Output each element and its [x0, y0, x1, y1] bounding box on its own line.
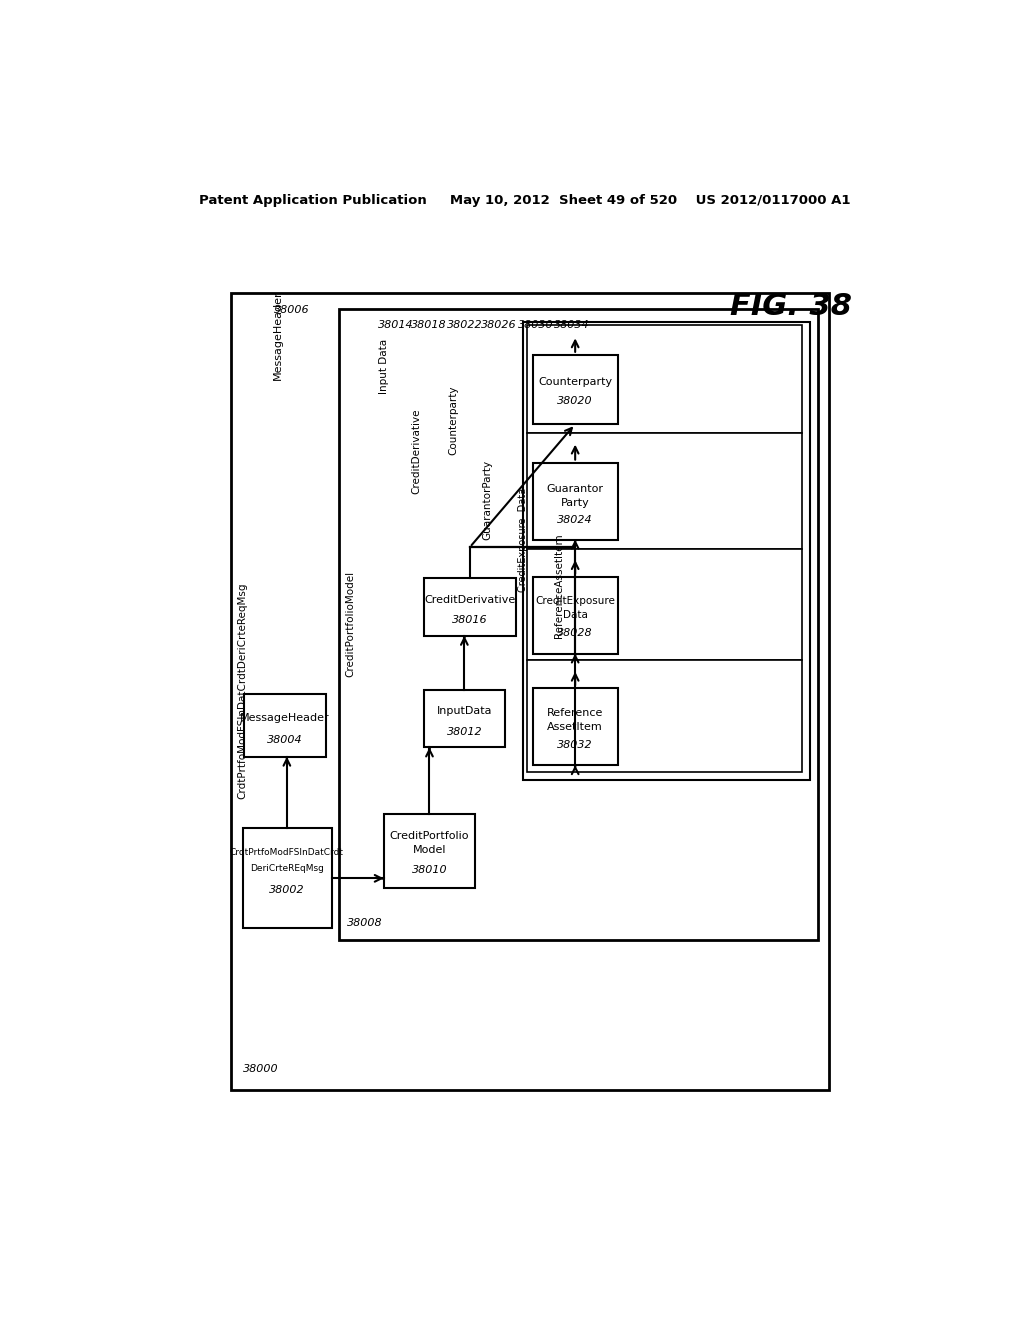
Text: Data: Data — [563, 610, 588, 620]
Text: CreditDerivative: CreditDerivative — [412, 408, 421, 494]
Bar — [523, 322, 810, 780]
Text: FIG. 38: FIG. 38 — [730, 292, 852, 321]
Text: Counterparty: Counterparty — [449, 385, 459, 455]
Text: InputData: InputData — [436, 706, 493, 717]
Text: MessageHeader: MessageHeader — [240, 713, 330, 723]
Text: 38002: 38002 — [269, 884, 305, 895]
Bar — [527, 660, 802, 772]
Text: 38000: 38000 — [243, 1064, 279, 1073]
Text: CreditPortfolioModel: CreditPortfolioModel — [345, 572, 355, 677]
Text: Guarantor: Guarantor — [547, 484, 604, 495]
Text: ReferenceAssetItem: ReferenceAssetItem — [554, 533, 564, 638]
Text: AssetItem: AssetItem — [547, 722, 603, 731]
Text: CreditDerivative: CreditDerivative — [424, 594, 515, 605]
Text: CreditExposure  Data: CreditExposure Data — [518, 487, 528, 591]
Bar — [532, 577, 617, 653]
Text: Input Data: Input Data — [379, 339, 389, 393]
Text: 38016: 38016 — [452, 615, 487, 626]
Text: 38032: 38032 — [557, 741, 593, 750]
Bar — [527, 433, 802, 549]
Text: 38014: 38014 — [378, 321, 414, 330]
Text: CreditExposure: CreditExposure — [536, 597, 615, 606]
Text: GuarantorParty: GuarantorParty — [482, 459, 493, 540]
Bar — [532, 462, 617, 540]
Text: 38022: 38022 — [447, 321, 483, 330]
Bar — [527, 326, 802, 433]
Text: 38024: 38024 — [557, 515, 593, 525]
Text: CrdtPrtfoModFSInDatCrdt: CrdtPrtfoModFSInDatCrdt — [229, 849, 344, 858]
Bar — [384, 814, 475, 887]
Text: 38006: 38006 — [273, 305, 309, 315]
Text: 38012: 38012 — [446, 727, 482, 737]
Bar — [231, 293, 829, 1090]
Bar — [532, 688, 617, 766]
Text: CrdtPrtfoModFSInDatCrdtDeriCrteReqMsg: CrdtPrtfoModFSInDatCrdtDeriCrteReqMsg — [238, 583, 248, 800]
Bar — [245, 693, 326, 756]
Text: CreditPortfolio: CreditPortfolio — [390, 832, 469, 841]
Text: 38034: 38034 — [554, 321, 589, 330]
Bar — [424, 689, 506, 747]
Text: Reference: Reference — [547, 708, 603, 718]
Text: 38020: 38020 — [557, 396, 593, 407]
Text: 38008: 38008 — [346, 917, 382, 928]
Bar — [424, 578, 515, 636]
Text: 38018: 38018 — [411, 321, 446, 330]
Text: Party: Party — [561, 498, 590, 508]
Text: DeriCrteREqMsg: DeriCrteREqMsg — [250, 863, 324, 873]
Bar — [243, 829, 332, 928]
Bar — [527, 549, 802, 660]
Text: Patent Application Publication     May 10, 2012  Sheet 49 of 520    US 2012/0117: Patent Application Publication May 10, 2… — [199, 194, 851, 207]
Text: 38010: 38010 — [412, 865, 447, 875]
Text: 38028: 38028 — [557, 628, 593, 639]
Text: 38030: 38030 — [518, 321, 553, 330]
Bar — [339, 309, 818, 940]
Text: Model: Model — [413, 845, 446, 855]
Text: 38026: 38026 — [481, 321, 517, 330]
Text: MessageHeader: MessageHeader — [272, 290, 283, 380]
Text: Counterparty: Counterparty — [539, 376, 612, 387]
Bar — [532, 355, 617, 424]
Text: 38004: 38004 — [266, 735, 302, 744]
